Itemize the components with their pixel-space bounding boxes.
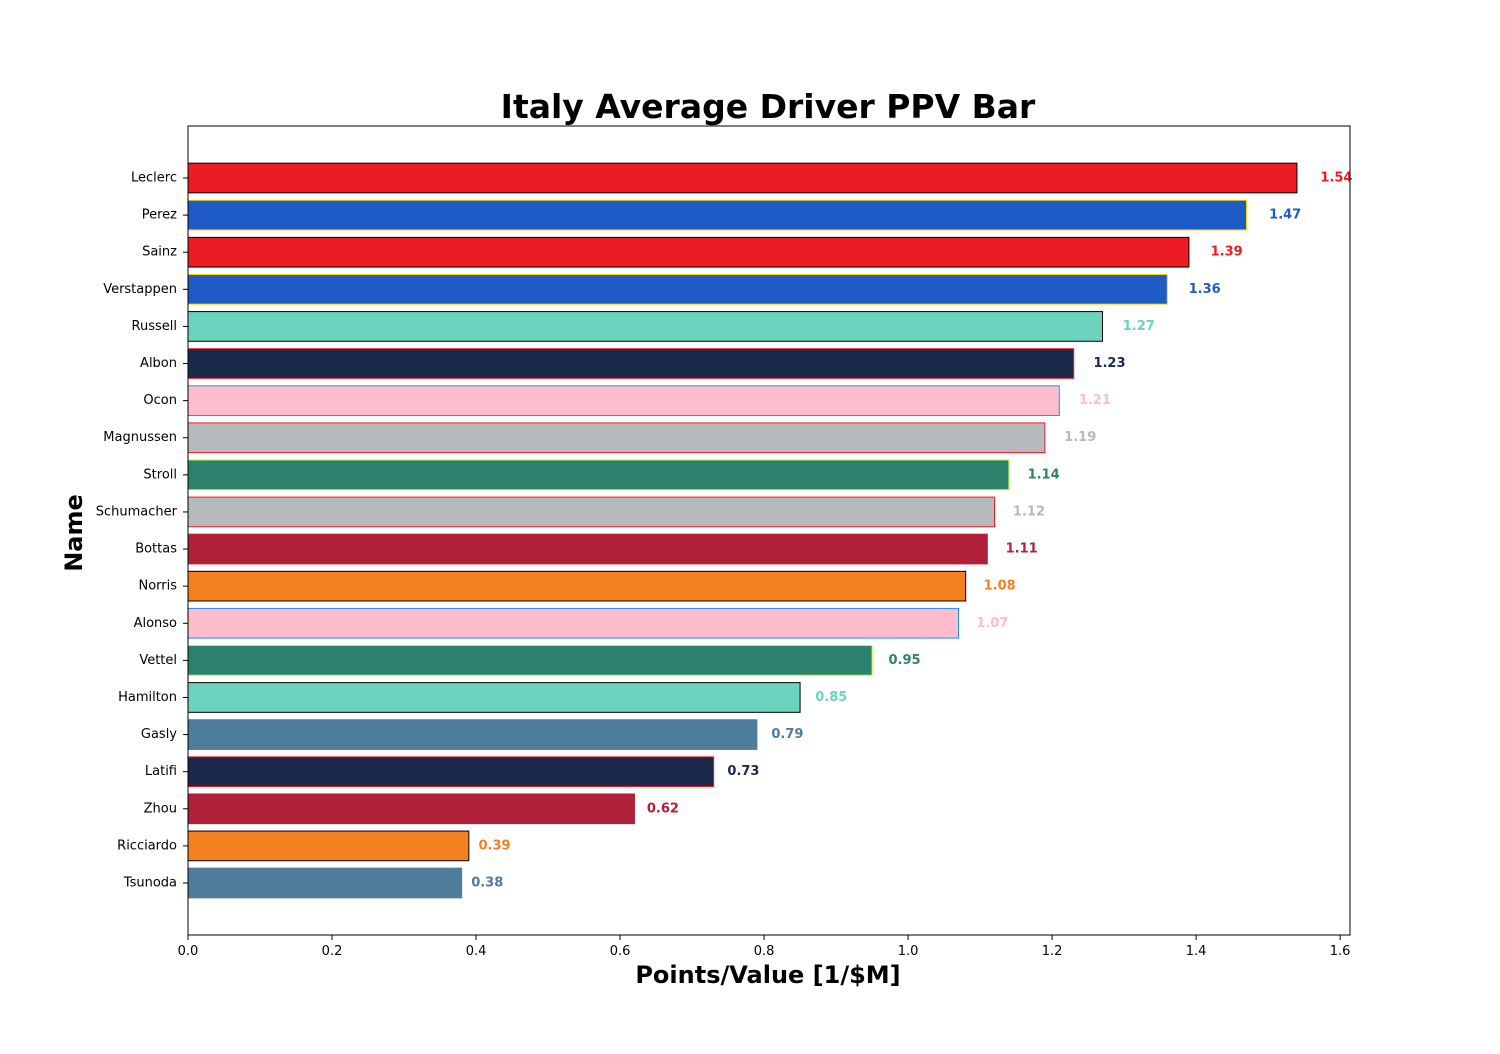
bar-magnussen	[187, 422, 1046, 454]
y-tick-label-ricciardo: Ricciardo	[117, 838, 177, 853]
bar-albon	[187, 348, 1075, 379]
y-tick-label-ocon: Ocon	[143, 393, 177, 408]
bar-hamilton	[187, 682, 801, 713]
y-axis-ticks: Leclerc Perez Sainz Verstappen Russell Albon O…	[96, 171, 188, 891]
plot-frame	[187, 125, 1351, 936]
x-tick-label: 1.6	[1330, 944, 1351, 959]
value-label-hamilton: 0.85	[815, 690, 847, 705]
y-tick-label-gasly: Gasly	[141, 727, 177, 742]
y-tick-label-perez: Perez	[142, 208, 177, 223]
value-label-alonso: 1.07	[976, 616, 1008, 631]
value-label-latifi: 0.73	[727, 764, 759, 779]
value-label-verstappen: 1.36	[1189, 282, 1221, 297]
y-tick-label-stroll: Stroll	[143, 467, 177, 482]
value-label-zhou: 0.62	[647, 801, 679, 816]
value-label-magnussen: 1.19	[1064, 430, 1096, 445]
bar-norris	[187, 570, 967, 602]
y-tick-label-vettel: Vettel	[139, 653, 177, 668]
value-label-albon: 1.23	[1093, 356, 1125, 371]
x-tick-label: 1.4	[1186, 944, 1207, 959]
y-tick-label-hamilton: Hamilton	[118, 690, 177, 705]
x-tick-label: 0.2	[322, 944, 343, 959]
bar-zhou	[187, 793, 635, 825]
y-tick-label-latifi: Latifi	[145, 764, 177, 779]
chart-title: Italy Average Driver PPV Bar	[501, 87, 1036, 126]
value-label-schumacher: 1.12	[1013, 504, 1045, 519]
y-tick-label-norris: Norris	[138, 579, 177, 594]
x-axis-ticks: 0.0 0.2 0.4 0.6 0.8 1.0 1.2 1.4 1.6	[178, 935, 1351, 959]
bar-perez	[187, 199, 1248, 231]
value-label-russell: 1.27	[1123, 319, 1155, 334]
value-labels-layer: 1.54 1.47 1.39 1.36 1.27 1.23 1.21 1.19 1.14 1.12…	[471, 171, 1352, 891]
bar-tsunoda	[187, 867, 463, 899]
bar-russell	[187, 311, 1104, 342]
y-tick-label-albon: Albon	[140, 356, 177, 371]
x-tick-label: 0.6	[610, 944, 631, 959]
x-tick-label: 0.0	[178, 944, 199, 959]
value-label-gasly: 0.79	[771, 727, 803, 742]
bar-leclerc	[187, 162, 1298, 194]
bar-bottas	[187, 533, 988, 565]
value-label-perez: 1.47	[1269, 208, 1301, 223]
bar-stroll	[187, 459, 1010, 491]
y-tick-label-leclerc: Leclerc	[131, 171, 177, 186]
value-label-vettel: 0.95	[888, 653, 920, 668]
value-label-ricciardo: 0.39	[479, 838, 511, 853]
x-tick-label: 1.0	[898, 944, 919, 959]
value-label-stroll: 1.14	[1028, 467, 1060, 482]
y-tick-label-zhou: Zhou	[144, 801, 177, 816]
y-tick-label-sainz: Sainz	[142, 245, 177, 260]
value-label-bottas: 1.11	[1006, 542, 1038, 557]
y-axis-label: Name	[60, 494, 88, 572]
x-tick-label: 0.4	[466, 944, 487, 959]
y-tick-label-verstappen: Verstappen	[103, 282, 177, 297]
value-label-tsunoda: 0.38	[471, 876, 503, 891]
bars-layer	[187, 162, 1298, 899]
value-label-leclerc: 1.54	[1320, 171, 1352, 186]
value-label-sainz: 1.39	[1211, 245, 1243, 260]
bar-alonso	[187, 607, 959, 639]
bar-latifi	[187, 756, 715, 788]
x-tick-label: 1.2	[1042, 944, 1063, 959]
bar-gasly	[187, 719, 758, 750]
y-tick-label-tsunoda: Tsunoda	[123, 876, 177, 891]
bar-schumacher	[187, 496, 995, 528]
bar-ocon	[187, 385, 1060, 416]
value-label-ocon: 1.21	[1079, 393, 1111, 408]
y-tick-label-magnussen: Magnussen	[103, 430, 177, 445]
y-tick-label-russell: Russell	[132, 319, 177, 334]
y-tick-label-bottas: Bottas	[135, 542, 177, 557]
y-tick-label-alonso: Alonso	[134, 616, 177, 631]
bar-vettel	[187, 645, 873, 676]
x-axis-label: Points/Value [1/$M]	[635, 961, 900, 989]
y-tick-label-schumacher: Schumacher	[96, 504, 178, 519]
value-label-norris: 1.08	[984, 579, 1016, 594]
x-tick-label: 0.8	[754, 944, 775, 959]
bar-verstappen	[187, 273, 1168, 305]
bar-ricciardo	[187, 830, 470, 862]
bar-sainz	[187, 236, 1190, 268]
